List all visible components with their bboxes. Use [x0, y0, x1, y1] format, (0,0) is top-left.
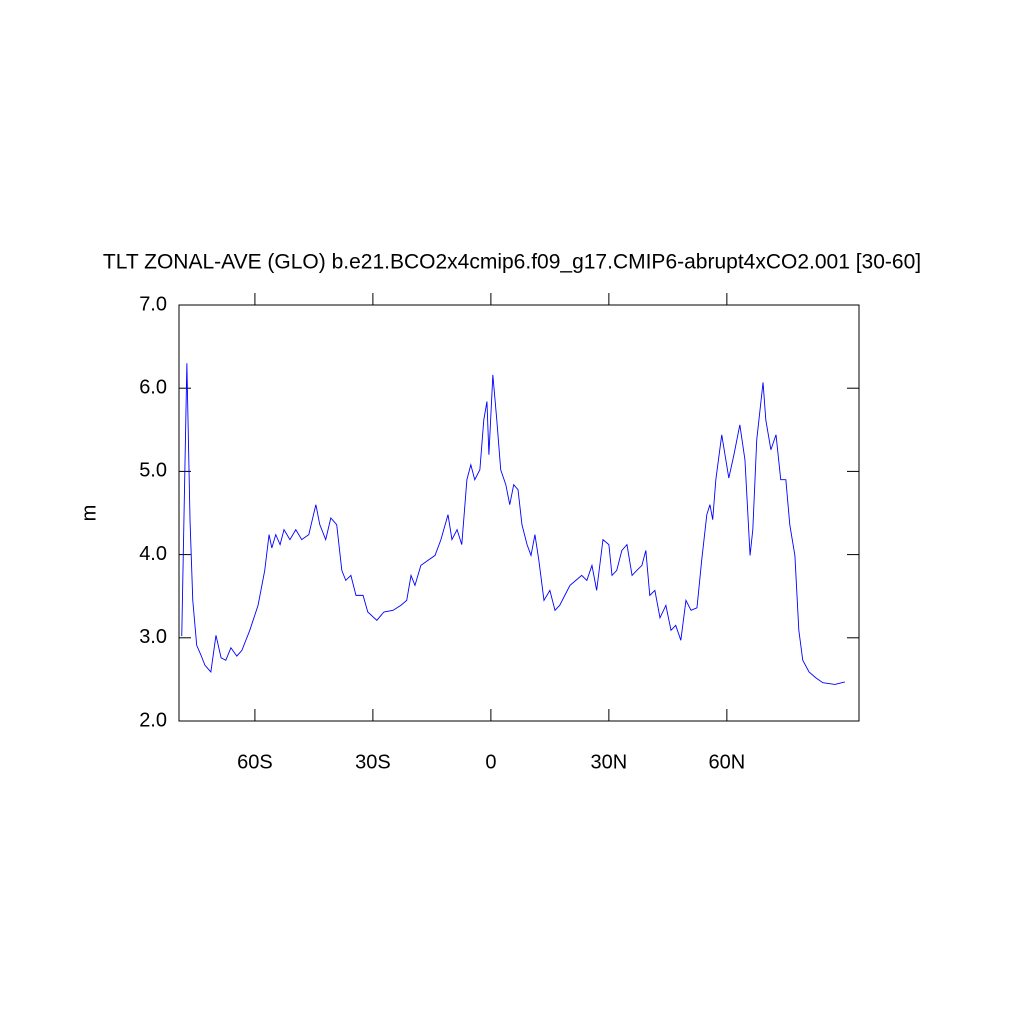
- x-tick-label: 60N: [709, 751, 746, 773]
- x-tick-label: 0: [485, 751, 496, 773]
- y-tick-label: 7.0: [139, 293, 167, 315]
- x-tick-label: 30S: [355, 751, 391, 773]
- y-tick-label: 2.0: [139, 709, 167, 731]
- data-line: [181, 363, 845, 685]
- y-tick-label: 6.0: [139, 376, 167, 398]
- x-tick-label: 30N: [591, 751, 628, 773]
- y-tick-label: 4.0: [139, 543, 167, 565]
- y-axis-label: m: [78, 505, 100, 522]
- plot-frame: [178, 304, 860, 722]
- y-tick-label: 5.0: [139, 460, 167, 482]
- y-tick-label: 3.0: [139, 626, 167, 648]
- x-tick-label: 60S: [237, 751, 273, 773]
- chart-title: TLT ZONAL-AVE (GLO) b.e21.BCO2x4cmip6.f0…: [103, 251, 921, 274]
